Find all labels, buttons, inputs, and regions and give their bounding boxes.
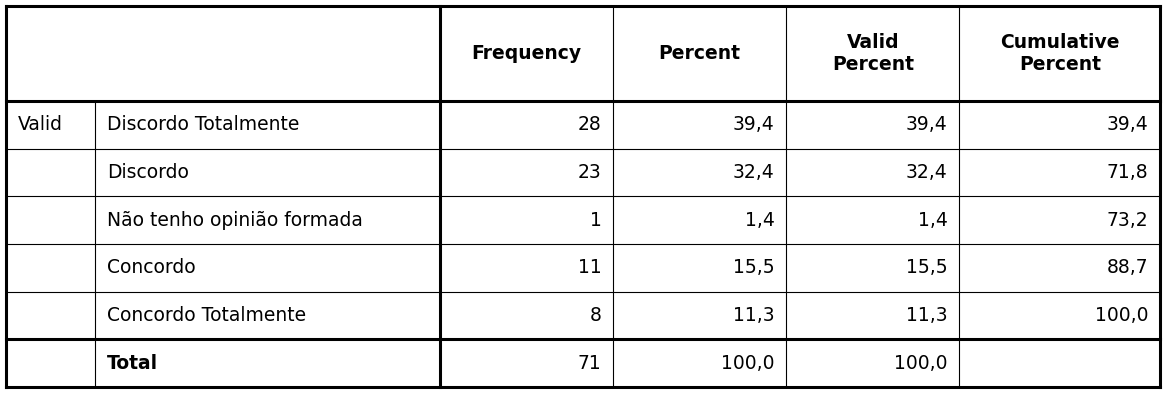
Text: 73,2: 73,2 (1107, 210, 1149, 230)
Text: 32,4: 32,4 (906, 163, 948, 182)
Text: Valid
Percent: Valid Percent (831, 33, 914, 74)
Text: 100,0: 100,0 (721, 354, 774, 373)
Text: 1,4: 1,4 (745, 210, 774, 230)
Text: Discordo Totalmente: Discordo Totalmente (107, 115, 298, 135)
Text: 1,4: 1,4 (918, 210, 948, 230)
Text: Concordo: Concordo (107, 258, 196, 278)
Text: 88,7: 88,7 (1107, 258, 1149, 278)
Text: 28: 28 (578, 115, 602, 135)
Text: 39,4: 39,4 (906, 115, 948, 135)
Text: 11: 11 (578, 258, 602, 278)
Text: 11,3: 11,3 (733, 306, 774, 325)
Text: 39,4: 39,4 (733, 115, 774, 135)
Text: 71: 71 (578, 354, 602, 373)
Text: Total: Total (107, 354, 157, 373)
Text: Não tenho opinião formada: Não tenho opinião formada (107, 210, 363, 230)
Text: 8: 8 (590, 306, 602, 325)
Text: 15,5: 15,5 (906, 258, 948, 278)
Text: 15,5: 15,5 (733, 258, 774, 278)
Text: Frequency: Frequency (471, 44, 582, 63)
Text: Percent: Percent (659, 44, 740, 63)
Text: 100,0: 100,0 (1095, 306, 1149, 325)
Text: Cumulative
Percent: Cumulative Percent (1000, 33, 1119, 74)
Text: Concordo Totalmente: Concordo Totalmente (107, 306, 305, 325)
Text: 32,4: 32,4 (733, 163, 774, 182)
Text: 71,8: 71,8 (1107, 163, 1149, 182)
Text: 100,0: 100,0 (894, 354, 948, 373)
Text: 23: 23 (578, 163, 602, 182)
Text: 39,4: 39,4 (1107, 115, 1149, 135)
Text: 11,3: 11,3 (906, 306, 948, 325)
Text: 1: 1 (590, 210, 602, 230)
Text: Valid: Valid (17, 115, 63, 135)
Text: Discordo: Discordo (107, 163, 189, 182)
